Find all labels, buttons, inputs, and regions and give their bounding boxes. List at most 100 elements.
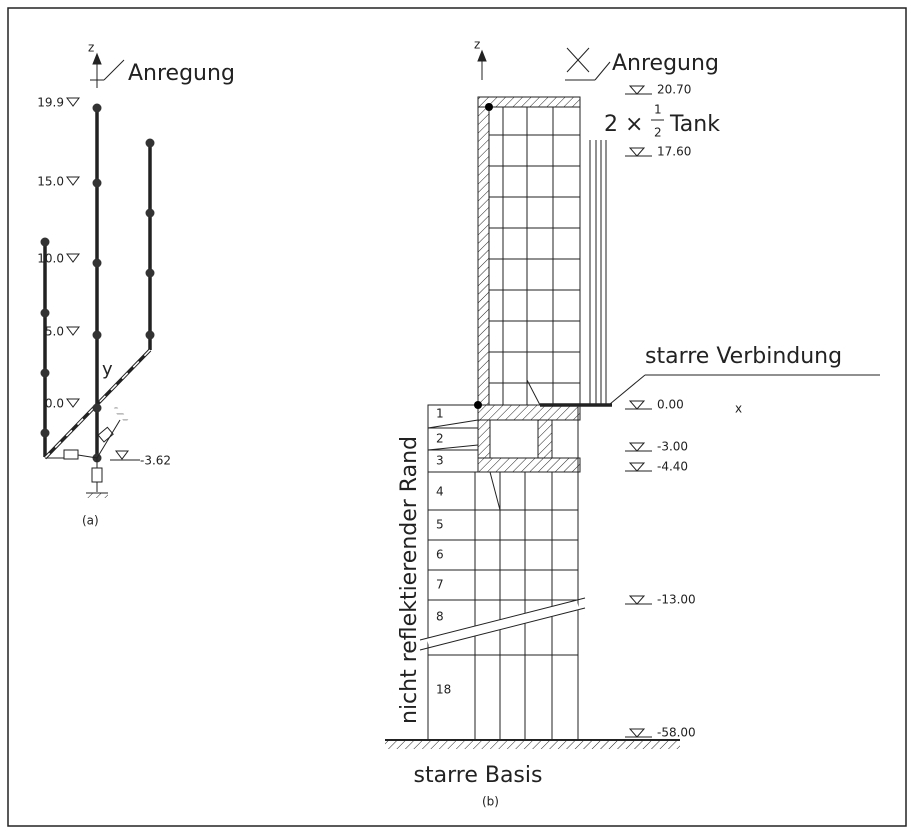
axis-y: y — [102, 359, 113, 380]
shape — [609, 374, 646, 405]
level-marker — [628, 595, 646, 605]
level-marker — [628, 147, 646, 157]
excitation: Anregung — [612, 51, 719, 76]
node — [145, 138, 155, 148]
side-boundary: nicht reflektierender Rand — [397, 436, 422, 724]
panel-b: z Anregung 2 × 1 2 Tank starre Verbindun… — [385, 38, 880, 809]
level-label: -4.40 — [657, 460, 688, 474]
level-label: 20.70 — [657, 83, 691, 97]
level-label: 19.9 — [37, 96, 64, 110]
link — [427, 419, 479, 429]
shape — [477, 106, 490, 406]
shape — [477, 419, 491, 459]
level-label: 0.0 — [45, 397, 64, 411]
base-level: -3.62 — [140, 454, 171, 468]
node — [40, 308, 50, 318]
link — [489, 471, 501, 511]
tank-factor: 2 × — [604, 112, 643, 137]
shape: 20.70 17.60 0.00 -3.00 -4.40 -13.00 -58.00 — [625, 83, 696, 740]
level-label: -58.00 — [657, 726, 696, 740]
node — [40, 368, 50, 378]
caption: (b) — [482, 795, 499, 809]
shape — [96, 419, 121, 459]
layer-label: 6 — [436, 548, 444, 562]
layer-label: 1 — [436, 407, 444, 421]
node — [92, 403, 102, 413]
layer-label: 3 — [436, 454, 444, 468]
level-marker — [628, 400, 646, 410]
level-label: 5.0 — [45, 325, 64, 339]
shape — [112, 406, 129, 423]
shape — [485, 103, 493, 111]
node — [145, 268, 155, 278]
level-label: 17.60 — [657, 145, 691, 159]
tank-name: Tank — [669, 112, 720, 137]
level-label: 0.00 — [657, 398, 684, 412]
level-marker — [628, 728, 646, 738]
shape — [419, 597, 586, 641]
shape — [385, 741, 680, 749]
shape — [77, 454, 98, 459]
layer-label: 7 — [436, 578, 444, 592]
shape — [66, 176, 80, 186]
shape — [526, 379, 541, 406]
shape — [40, 103, 155, 463]
node — [40, 237, 50, 247]
base: starre Basis — [414, 763, 543, 788]
tank-denominator: 2 — [654, 126, 662, 140]
shape — [115, 450, 129, 460]
node — [92, 258, 102, 268]
level-marker — [628, 85, 646, 95]
shape — [477, 96, 581, 406]
link — [427, 444, 479, 451]
excitation: Anregung — [128, 61, 235, 86]
shape — [489, 107, 580, 405]
shape — [66, 398, 80, 408]
node — [92, 103, 102, 113]
level-marker — [628, 442, 646, 452]
shape — [63, 449, 79, 460]
level-label: -13.00 — [657, 593, 696, 607]
node — [92, 330, 102, 340]
shape — [477, 457, 581, 473]
layer-label: 2 — [436, 432, 444, 446]
level-label: 15.0 — [37, 175, 64, 189]
level-label: 10.0 — [37, 252, 64, 266]
layer-label: 4 — [436, 485, 444, 499]
shape — [92, 52, 102, 65]
shape — [66, 97, 80, 107]
shape — [86, 493, 108, 498]
axis-x: x — [735, 402, 742, 416]
shape — [91, 467, 103, 483]
axis-z: z — [474, 38, 480, 52]
node — [145, 330, 155, 340]
shape — [426, 600, 580, 648]
shape — [474, 401, 482, 409]
shape — [566, 47, 590, 73]
layer-label: 8 — [436, 610, 444, 624]
level-label: -3.00 — [657, 440, 688, 454]
node — [92, 178, 102, 188]
shape — [594, 61, 611, 81]
shape — [419, 607, 586, 651]
shape — [477, 96, 581, 108]
caption: (a) — [82, 514, 99, 528]
panel-a: z Anregung 19.9 15.0 10.0 5.0 0.0 -3.62 … — [37, 41, 235, 528]
shape — [427, 419, 578, 740]
shape — [477, 404, 581, 421]
tank-numerator: 1 — [654, 103, 662, 117]
shape — [537, 419, 553, 459]
layer-label: 5 — [436, 518, 444, 532]
shape — [103, 59, 125, 81]
layer-label: 18 — [436, 683, 451, 697]
rigid-connection: starre Verbindung — [645, 344, 842, 369]
shape — [477, 49, 487, 62]
node — [40, 428, 50, 438]
shape — [66, 326, 80, 336]
frame — [7, 7, 907, 827]
level-marker — [628, 462, 646, 472]
axis-z: z — [88, 41, 94, 55]
node — [145, 208, 155, 218]
shape — [66, 253, 80, 263]
